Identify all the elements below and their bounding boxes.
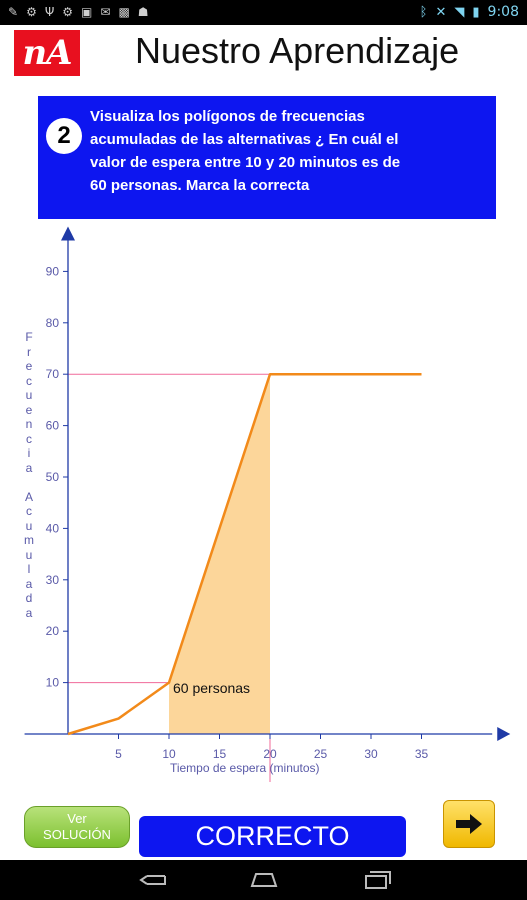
question-text: Visualiza los polígonos de frecuencias a… <box>90 105 490 197</box>
y-axis-label-letter: n <box>25 417 33 431</box>
battery-icon: ▮ <box>472 4 480 20</box>
cumulative-frequency-chart: 10 20 30 40 50 60 70 80 90 5 10 15 20 25 30 35 60 person… <box>24 226 511 782</box>
x-tick-label: 15 <box>213 747 227 761</box>
x-tick-label: 25 <box>314 747 328 761</box>
status-bar: ✎ ⚙ Ψ ⚙ ▣ ✉ ▩ ☗ ᛒ ✕ ◥ ▮ 9:08 <box>0 0 527 25</box>
y-axis-label-letter: m <box>24 533 34 547</box>
x-tick-label: 20 <box>263 747 277 761</box>
y-tick-label: 40 <box>46 521 60 535</box>
y-axis-label-letter: c <box>26 504 32 518</box>
ver-solucion-label-2: SOLUCIÓN <box>43 827 111 842</box>
question-number: 2 <box>46 118 82 154</box>
x-tick-label: 30 <box>364 747 378 761</box>
ver-solucion-label-1: Ver <box>67 811 87 826</box>
right-arrow-icon <box>456 814 482 834</box>
y-axis-label-letter: a <box>25 576 33 591</box>
bluetooth-icon: ᛒ <box>419 4 428 20</box>
question-line: acumuladas de las alternativas ¿ En cuál… <box>90 131 399 148</box>
x-axis-arrow <box>497 727 511 741</box>
home-icon[interactable] <box>248 870 280 890</box>
settings-icon: ⚙ <box>62 5 74 19</box>
next-button[interactable] <box>443 800 495 848</box>
y-axis-label-letter: i <box>27 446 31 460</box>
series-line <box>67 372 422 736</box>
y-axis-label-letter: c <box>26 373 32 388</box>
y-axis-arrow <box>61 226 75 241</box>
email-icon: ✉ <box>100 5 111 19</box>
navigation-bar <box>0 860 527 900</box>
wifi-icon: ◥ <box>454 4 465 20</box>
image-icon: ▩ <box>118 5 130 19</box>
y-tick-label: 60 <box>46 419 60 433</box>
shaded-area <box>169 374 270 734</box>
x-tick-label: 10 <box>162 747 176 761</box>
x-tick-label: 5 <box>115 747 122 761</box>
ver-solucion-button[interactable]: Ver SOLUCIÓN <box>24 806 130 848</box>
annotation-label: 60 personas <box>173 680 250 696</box>
y-axis-label-letter: u <box>25 547 33 562</box>
notification-icons: ✎ ⚙ Ψ ⚙ ▣ ✉ ▩ ☗ <box>8 5 149 19</box>
correcto-button[interactable]: CORRECTO <box>139 816 406 857</box>
wrench-icon: ✎ <box>8 5 19 19</box>
x-tick-label: 35 <box>415 747 429 761</box>
mute-icon: ✕ <box>435 4 447 20</box>
y-axis-label-letter: d <box>25 591 33 605</box>
y-axis-label-letter: A <box>24 489 33 504</box>
system-icons: ᛒ ✕ ◥ ▮ 9:08 <box>420 4 519 20</box>
y-axis-label-letter: r <box>27 344 31 359</box>
y-tick-label: 10 <box>46 676 60 690</box>
back-icon[interactable] <box>137 870 169 890</box>
y-tick-label: 50 <box>46 470 60 484</box>
y-axis-label-letter: a <box>25 460 33 475</box>
question-box: 2 Visualiza los polígonos de frecuencias… <box>38 96 496 219</box>
y-axis-label-letter <box>27 475 30 490</box>
y-axis-label-letter: e <box>25 359 33 373</box>
image-icon: ▣ <box>81 5 93 19</box>
y-tick-label: 20 <box>46 624 60 638</box>
question-line: 60 personas. Marca la correcta <box>90 177 310 194</box>
recents-icon[interactable] <box>362 870 394 890</box>
y-tick-label: 70 <box>46 367 60 381</box>
y-axis-label-letter: u <box>25 388 33 402</box>
android-icon: ☗ <box>137 5 149 19</box>
y-axis-label-letter: e <box>25 402 33 417</box>
question-line: Visualiza los polígonos de frecuencias <box>90 108 365 125</box>
app-title: Nuestro Aprendizaje <box>135 30 460 71</box>
y-axis-label-letter: F <box>25 330 33 344</box>
y-tick-label: 90 <box>46 264 60 278</box>
y-tick-label: 30 <box>46 573 60 587</box>
y-axis-label-letter: c <box>26 431 32 446</box>
settings-icon: ⚙ <box>26 5 37 19</box>
x-axis-label: Tiempo de espera (minutos) <box>170 761 320 775</box>
y-axis-label-letter: a <box>25 605 33 620</box>
status-time: 9:08 <box>487 4 519 20</box>
app-logo: nA <box>14 30 80 76</box>
usb-icon: Ψ <box>44 5 55 19</box>
y-axis-label-letter: u <box>25 518 33 533</box>
y-tick-label: 80 <box>46 316 60 330</box>
y-axis-label-letter: l <box>27 562 31 576</box>
question-line: valor de espera entre 10 y 20 minutos es… <box>90 154 401 171</box>
